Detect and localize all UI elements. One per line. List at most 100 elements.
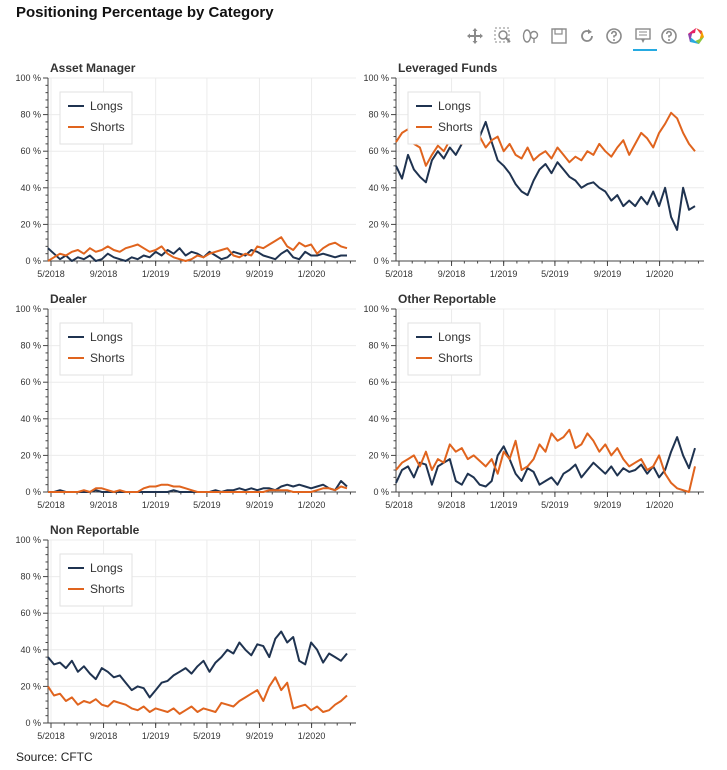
y-tick-label: 80 % [20, 341, 41, 351]
wheel-zoom-icon[interactable] [521, 26, 541, 46]
x-tick-label: 9/2018 [90, 731, 118, 741]
series-line-longs [395, 436, 696, 488]
x-tick-label: 1/2020 [298, 731, 326, 741]
x-tick-label: 1/2019 [142, 500, 170, 510]
chart-title: Leveraged Funds [398, 61, 498, 75]
bokeh-logo-icon [686, 26, 706, 46]
x-tick-label: 5/2018 [37, 500, 65, 510]
help-icon[interactable] [604, 26, 624, 46]
legend-label-shorts: Shorts [90, 582, 125, 596]
chart-dealer: Dealer 0 % 20 % 40 % 60 % 80 % 100 % 5/2018 9/20… [15, 292, 356, 510]
legend-label-longs: Longs [438, 330, 471, 344]
series-line-longs [47, 630, 348, 699]
box-zoom-icon[interactable] [493, 26, 513, 46]
y-tick-label: 40 % [368, 414, 389, 424]
y-tick-label: 100 % [363, 73, 389, 83]
x-tick-label: 9/2019 [594, 500, 622, 510]
chart-title: Dealer [50, 292, 87, 306]
y-tick-label: 60 % [368, 377, 389, 387]
x-tick-label: 5/2019 [541, 500, 569, 510]
chart-title: Other Reportable [398, 292, 496, 306]
x-tick-label: 9/2018 [90, 500, 118, 510]
x-tick-label: 9/2018 [438, 269, 466, 279]
legend-label-shorts: Shorts [438, 120, 473, 134]
y-tick-label: 20 % [20, 219, 41, 229]
x-tick-label: 9/2019 [246, 731, 274, 741]
legend-label-longs: Longs [90, 99, 123, 113]
x-tick-label: 1/2020 [646, 269, 674, 279]
y-tick-label: 80 % [20, 572, 41, 582]
x-tick-label: 9/2019 [246, 269, 274, 279]
chart-non-reportable: Non Reportable 0 % 20 % 40 % 60 % 80 % 100 % 5/… [15, 523, 356, 741]
x-tick-label: 5/2018 [37, 731, 65, 741]
y-tick-label: 40 % [20, 645, 41, 655]
y-tick-label: 0 % [25, 487, 41, 497]
legend-label-shorts: Shorts [438, 351, 473, 365]
y-tick-label: 80 % [368, 341, 389, 351]
y-tick-label: 0 % [25, 256, 41, 266]
source-note: Source: CFTC [16, 750, 93, 764]
legend-label-longs: Longs [438, 99, 471, 113]
y-tick-label: 100 % [15, 73, 41, 83]
y-tick-label: 60 % [368, 146, 389, 156]
y-tick-label: 100 % [15, 535, 41, 545]
x-tick-label: 5/2019 [193, 731, 221, 741]
y-tick-label: 0 % [25, 718, 41, 728]
legend [59, 91, 133, 145]
legend-label-shorts: Shorts [90, 120, 125, 134]
y-tick-label: 100 % [363, 304, 389, 314]
series-line-shorts [48, 483, 348, 493]
x-tick-label: 5/2018 [385, 269, 413, 279]
x-tick-label: 1/2019 [490, 269, 518, 279]
y-tick-label: 20 % [368, 450, 389, 460]
y-tick-label: 80 % [368, 110, 389, 120]
series-line-shorts [47, 236, 348, 262]
y-tick-label: 20 % [20, 450, 41, 460]
x-tick-label: 9/2018 [90, 269, 118, 279]
x-tick-label: 1/2019 [490, 500, 518, 510]
legend [59, 553, 133, 607]
x-tick-label: 1/2019 [142, 269, 170, 279]
series-line-shorts [395, 111, 696, 167]
save-icon[interactable] [549, 26, 569, 46]
legend [407, 322, 481, 376]
help-icon-2[interactable] [659, 26, 679, 46]
series-line-shorts [47, 676, 348, 715]
y-tick-label: 60 % [20, 146, 41, 156]
x-tick-label: 1/2020 [298, 500, 326, 510]
legend [407, 91, 481, 145]
y-tick-label: 60 % [20, 608, 41, 618]
legend-label-shorts: Shorts [90, 351, 125, 365]
y-tick-label: 0 % [373, 487, 389, 497]
hover-icon[interactable] [633, 26, 657, 51]
legend [59, 322, 133, 376]
chart-leveraged-funds: Leveraged Funds 0 % 20 % 40 % 60 % 80 % 100 % 5… [363, 61, 704, 279]
x-tick-label: 1/2020 [646, 500, 674, 510]
x-tick-label: 5/2019 [193, 269, 221, 279]
x-tick-label: 5/2019 [193, 500, 221, 510]
x-tick-label: 5/2018 [385, 500, 413, 510]
x-tick-label: 9/2019 [594, 269, 622, 279]
x-tick-label: 1/2019 [142, 731, 170, 741]
x-tick-label: 1/2020 [298, 269, 326, 279]
y-tick-label: 20 % [20, 681, 41, 691]
x-tick-label: 9/2019 [246, 500, 274, 510]
chart-title: Non Reportable [50, 523, 140, 537]
x-tick-label: 5/2019 [541, 269, 569, 279]
y-tick-label: 100 % [15, 304, 41, 314]
page-title: Positioning Percentage by Category [16, 4, 274, 21]
series-line-longs [47, 247, 347, 262]
chart-title: Asset Manager [50, 61, 136, 75]
legend-label-longs: Longs [90, 561, 123, 575]
y-tick-label: 20 % [368, 219, 389, 229]
y-tick-label: 40 % [20, 183, 41, 193]
chart-asset-manager: Asset Manager 0 % 20 % 40 % 60 % 80 % 100 % 5/2… [15, 61, 356, 279]
pan-icon[interactable] [465, 26, 485, 46]
x-tick-label: 9/2018 [438, 500, 466, 510]
reset-icon[interactable] [577, 26, 597, 46]
chart-other-reportable: Other Reportable 0 % 20 % 40 % 60 % 80 % 100 %… [363, 292, 704, 510]
y-tick-label: 0 % [373, 256, 389, 266]
series-line-shorts [395, 428, 696, 493]
y-tick-label: 40 % [368, 183, 389, 193]
